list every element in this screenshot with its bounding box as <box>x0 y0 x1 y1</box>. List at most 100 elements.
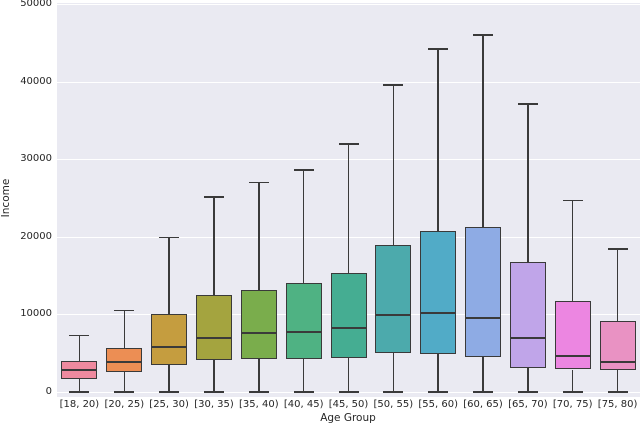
whisker-cap-upper <box>293 169 314 171</box>
box <box>196 295 232 361</box>
whisker-cap-lower <box>562 391 583 393</box>
median-line <box>466 317 500 320</box>
box <box>330 273 367 358</box>
whisker-cap-lower <box>338 391 359 393</box>
whisker-cap-upper <box>607 248 628 251</box>
whisker-lower <box>482 357 484 392</box>
gridline <box>57 4 640 5</box>
y-axis-title: Income <box>0 178 12 218</box>
whisker-cap-lower <box>473 391 493 393</box>
whisker-upper <box>482 35 484 227</box>
whisker-lower <box>616 370 619 392</box>
whisker-cap-upper <box>517 103 538 105</box>
whisker-upper <box>302 170 305 284</box>
y-tick-label: 40000 <box>20 75 52 87</box>
box <box>240 289 277 359</box>
x-tick-label: [20, 25) <box>104 399 145 410</box>
whisker-cap-lower <box>517 391 538 393</box>
whisker-upper <box>392 84 395 246</box>
whisker-cap-lower <box>428 391 449 393</box>
whisker-cap-upper <box>204 196 224 199</box>
whisker-upper <box>437 49 439 232</box>
box <box>554 301 591 370</box>
whisker-lower <box>168 364 170 392</box>
x-tick-label: [75, 80) <box>597 399 638 410</box>
whisker-cap-upper <box>428 48 449 50</box>
box <box>465 226 501 358</box>
median-line <box>197 336 231 339</box>
x-tick-label: [55, 60) <box>418 399 458 410</box>
x-tick-label: [45, 50) <box>328 399 369 410</box>
whisker-lower <box>78 378 81 392</box>
median-line <box>241 332 276 334</box>
median-line <box>600 360 635 363</box>
whisker-cap-upper <box>248 181 269 184</box>
median-line <box>107 360 142 363</box>
x-tick-label: [30, 35) <box>194 399 234 410</box>
whisker-cap-upper <box>473 34 493 36</box>
whisker-cap-upper <box>114 309 135 312</box>
box <box>285 283 322 360</box>
whisker-cap-lower <box>383 391 404 393</box>
median-line <box>421 311 456 314</box>
y-tick-label: 0 <box>45 386 52 397</box>
whisker-lower <box>437 354 439 392</box>
box <box>420 231 457 354</box>
whisker-lower <box>213 360 215 392</box>
whisker-lower <box>123 371 126 392</box>
whisker-lower <box>347 357 350 392</box>
whisker-upper <box>123 310 126 348</box>
whisker-upper <box>347 143 350 274</box>
whisker-upper <box>78 335 81 361</box>
whisker-cap-lower <box>114 391 135 393</box>
whisker-cap-lower <box>204 391 224 393</box>
median-line <box>62 368 97 371</box>
box <box>375 245 412 354</box>
box <box>106 347 143 372</box>
whisker-cap-lower <box>293 391 314 393</box>
whisker-cap-upper <box>562 199 583 202</box>
whisker-cap-lower <box>159 391 180 393</box>
whisker-lower <box>527 367 529 392</box>
whisker-upper <box>571 200 574 302</box>
whisker-upper <box>213 197 215 295</box>
box <box>509 262 546 368</box>
whisker-cap-upper <box>69 334 90 337</box>
median-line <box>376 314 411 317</box>
median-line <box>152 346 187 348</box>
x-tick-label: [18, 20) <box>59 399 100 410</box>
y-tick-label: 10000 <box>20 308 52 320</box>
whisker-cap-upper <box>159 236 180 239</box>
box <box>151 313 188 365</box>
whisker-lower <box>258 358 260 392</box>
whisker-cap-upper <box>383 83 404 86</box>
whisker-cap-lower <box>607 391 628 393</box>
x-tick-label: [65, 70) <box>508 399 548 410</box>
median-line <box>286 331 321 334</box>
whisker-upper <box>168 237 170 314</box>
x-tick-label: [35, 40) <box>238 399 279 410</box>
median-line <box>331 326 366 329</box>
x-tick-label: [70, 75) <box>552 399 593 410</box>
whisker-upper <box>258 182 260 290</box>
whisker-lower <box>571 369 574 392</box>
whisker-cap-lower <box>248 391 269 393</box>
whisker-upper <box>616 249 619 322</box>
whisker-lower <box>392 353 395 392</box>
y-tick-label: 20000 <box>20 230 52 242</box>
whisker-upper <box>527 104 529 263</box>
x-tick-label: [50, 55) <box>373 399 414 410</box>
box <box>599 321 636 371</box>
whisker-lower <box>302 359 305 392</box>
y-tick-label: 30000 <box>20 153 52 165</box>
y-tick-label: 50000 <box>20 0 52 9</box>
whisker-cap-upper <box>338 142 359 145</box>
median-line <box>510 336 545 339</box>
x-tick-label: [60, 65) <box>463 399 503 410</box>
gridline <box>57 81 640 83</box>
median-line <box>555 354 590 357</box>
x-tick-label: [40, 45) <box>283 399 324 410</box>
x-tick-label: [25, 30) <box>149 399 189 410</box>
x-axis-title: Age Group <box>320 412 376 424</box>
